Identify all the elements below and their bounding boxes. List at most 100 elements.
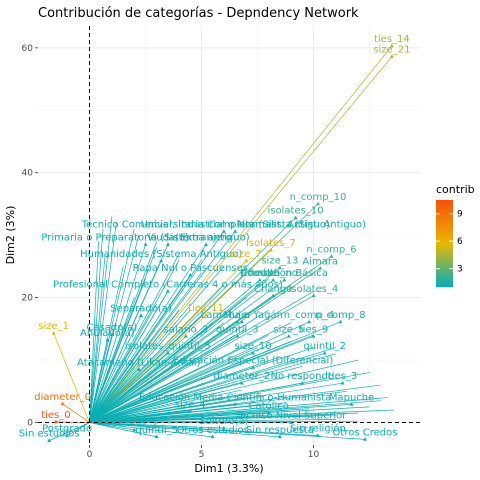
point-marker [143,242,148,246]
arrow-line [89,414,336,423]
point-marker [282,277,287,282]
arrow-line [89,241,158,423]
arrow-line [89,315,142,423]
arrow-line [89,365,303,423]
point-label: diameter_2 [213,371,270,382]
legend-tick-label: 9 [457,210,463,220]
arrow-line [62,403,90,423]
point-label: Viuda(o) [147,233,189,244]
point-label: ties_14 [374,34,410,45]
point-label: Hombre [240,268,280,279]
arrow-line [89,359,359,423]
point-marker [349,402,354,406]
point-label: size_21 [373,45,410,56]
arrow-line [89,216,113,423]
point-label: ties_11 [188,303,224,314]
point-label: Aimara [302,256,338,267]
origin-reference-lines [38,26,421,445]
point-label: n_comp_8 [315,310,365,321]
arrow-line [89,279,274,423]
point-marker [109,332,114,336]
point-label: ties_9 [299,324,328,335]
legend-colorbar [436,200,453,287]
y-tick-label: 0 [27,419,33,429]
arrow-line [89,297,247,423]
arrow-line [89,222,117,423]
point-label: Primaria o Preparatoria (Sistema antiguo… [41,233,249,244]
arrow-line [89,400,381,423]
point-marker [266,410,271,415]
arrow-line [89,291,169,423]
point-label: n_comp_10 [290,192,347,203]
point-label: Casado(a) [86,322,137,333]
point-marker [233,402,238,406]
arrow-line [89,260,162,423]
point-label: ties_3 [328,371,357,382]
point-label: Humanidades (Sistema Antiguo) [80,249,242,260]
y-axis-title: Dim2 (3%) [4,206,17,265]
arrow-line [89,341,292,423]
point-marker [277,265,282,269]
arrow-line [89,409,395,423]
arrow-line [89,321,310,423]
point-label: isolates_10 [268,206,324,217]
point-label: isolates_4 [289,284,339,295]
arrow-line [89,422,224,429]
point-label: size_13 [261,256,298,267]
arrow-line [89,291,314,423]
arrow-line [89,402,287,423]
arrow-line [89,366,135,423]
arrow-line [89,420,359,423]
point-label: Otros estudios [177,425,249,436]
point-marker [188,409,193,413]
point-marker [239,380,244,385]
arrow-line [89,231,225,423]
point-label: n_comp_6 [306,244,356,255]
arrow-line [89,422,135,431]
arrow-line [89,228,104,423]
arrow-line [89,235,140,423]
point-label: Chango [254,284,292,295]
point-marker [329,254,334,258]
arrow-line [89,259,180,423]
point-marker [363,437,368,441]
point-marker [235,319,240,324]
point-label: n_comp_4 [284,310,334,321]
arrow-line [49,422,90,441]
arrow-line [89,352,325,423]
arrow-line [89,389,242,423]
point-label: Sin respuesta [246,425,314,436]
arrow-line [66,422,90,436]
point-marker [183,334,188,338]
point-label: Atacameño (Likan-Antai) [77,357,201,368]
arrow-line [89,321,243,423]
point-marker [244,258,249,263]
point-marker [251,351,256,355]
y-tick-label: 40 [22,169,34,179]
point-label: Lamana o Yagán [201,309,283,321]
arrow-line [89,316,202,423]
point-marker [221,425,226,430]
point-marker [277,434,282,439]
arrow-line [89,56,393,423]
point-label: Rapa Nui o Pascuenses [133,263,248,274]
point-label: Mapuche [329,392,374,403]
point-label: Sin estudios [19,429,80,440]
point-label: Anulado(a) [80,328,135,339]
axis-ticks: 0 5 10 0 20 40 60 [22,44,320,460]
legend-tick-label: 6 [457,237,463,247]
point-label: diameter_0 [34,392,91,403]
arrow-line [89,347,336,423]
arrow-line [89,259,202,423]
point-marker [235,334,240,338]
point-marker [136,367,141,371]
arrow-line [89,284,225,423]
point-marker [315,433,320,437]
point-label: Educación Media Científico-Humanista [139,391,332,403]
point-marker [53,419,58,424]
point-marker [188,272,193,277]
arrow-line [89,295,314,423]
point-marker [159,258,164,263]
arrow-line [89,322,292,423]
point-marker [233,229,238,233]
